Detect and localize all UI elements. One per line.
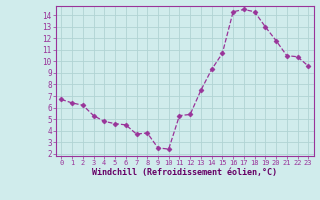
- X-axis label: Windchill (Refroidissement éolien,°C): Windchill (Refroidissement éolien,°C): [92, 168, 277, 177]
